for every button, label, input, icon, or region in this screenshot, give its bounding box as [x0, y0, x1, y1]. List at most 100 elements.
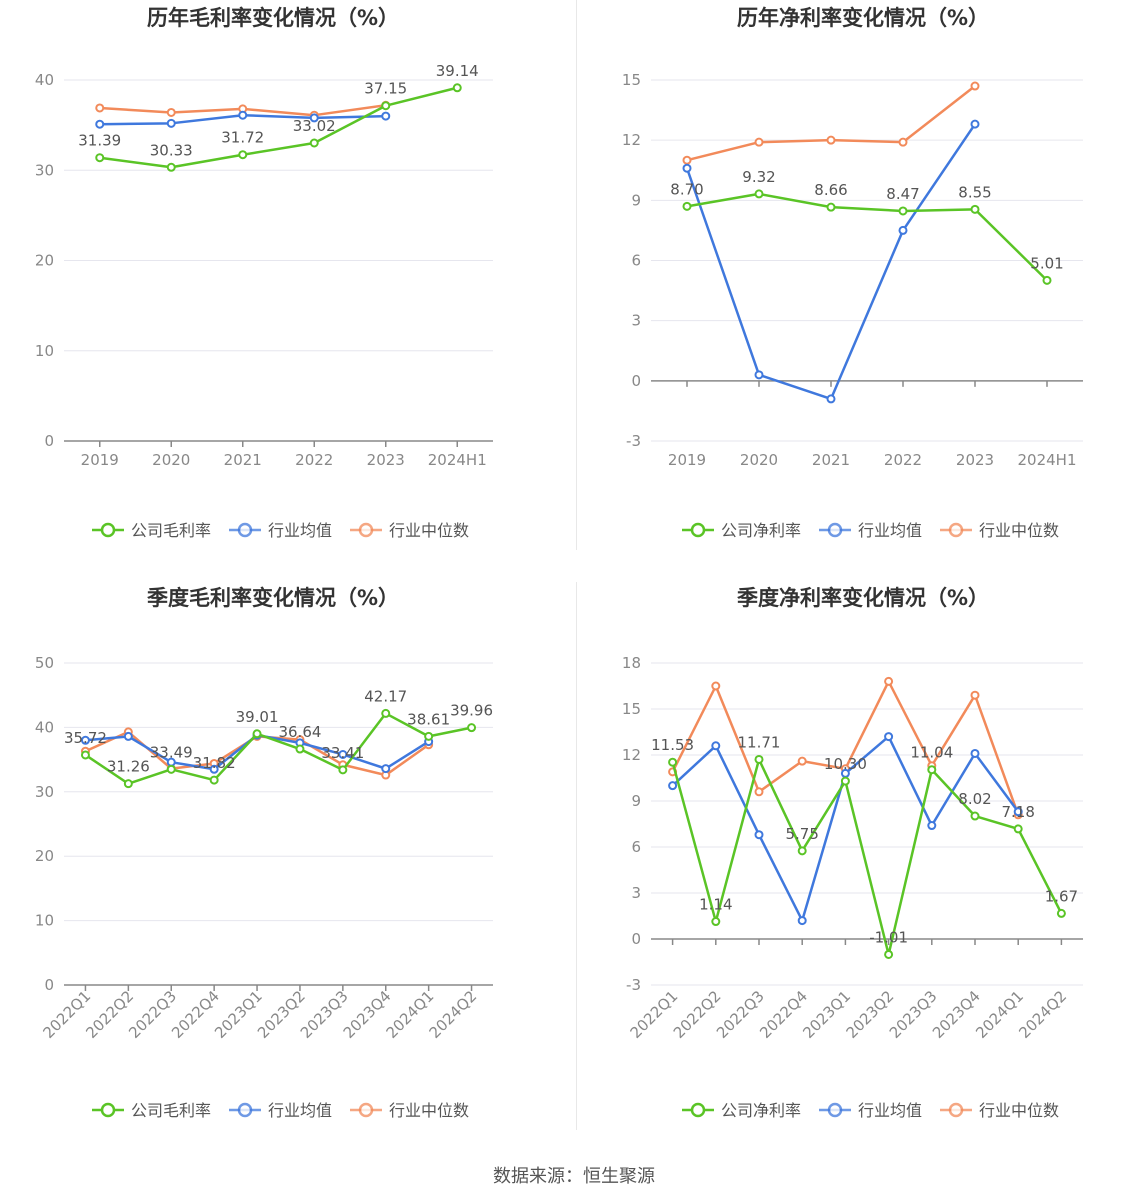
data-point: [754, 754, 764, 764]
y-tick-label: 6: [631, 252, 641, 270]
data-point: [970, 811, 980, 821]
data-point: [381, 111, 391, 121]
series-line: [671, 758, 1063, 956]
source-note: 数据来源：恒生聚源: [493, 1166, 655, 1187]
chart-quarterly-net-margin: 季度净利率变化情况（%） -3 0 3 6 9 12 15 18 2022Q1 2022Q2 2022…: [578, 580, 1148, 1140]
data-point: [381, 764, 391, 774]
data-point: [123, 731, 133, 741]
chart-quarterly-gross-margin: 季度毛利率变化情况（%） 0 10 20 30 40 50 2022Q1 2022Q2 2022Q…: [0, 580, 576, 1140]
legend-label: 公司毛利率: [131, 1101, 211, 1120]
data-point: [1013, 807, 1023, 817]
data-point: [898, 225, 908, 235]
y-tick-label: 15: [622, 71, 641, 89]
legend-item: 行业中位数: [350, 521, 469, 540]
series-line: [685, 123, 977, 401]
x-tick-label: 2019: [668, 451, 706, 469]
data-point: [682, 163, 692, 173]
y-tick-label: 20: [35, 847, 54, 865]
data-point: [1013, 824, 1023, 834]
y-tick-label: 10: [35, 342, 54, 360]
data-point: [309, 113, 319, 123]
data-label: 1.67: [1045, 887, 1078, 905]
legend-item: 行业均值: [229, 1101, 332, 1120]
chart-title: 历年毛利率变化情况（%）: [147, 6, 399, 30]
data-point: [970, 81, 980, 91]
y-tick-label: -3: [626, 432, 641, 450]
data-point: [797, 756, 807, 766]
series-line: [99, 86, 458, 169]
data-point: [238, 150, 248, 160]
legend-marker: [690, 522, 706, 538]
legend-item: 行业中位数: [350, 1101, 469, 1120]
data-point: [682, 155, 692, 165]
data-point: [252, 729, 262, 739]
data-point: [338, 749, 348, 759]
y-tick-label: 18: [622, 654, 641, 672]
legend-label: 公司净利率: [721, 521, 801, 540]
data-point: [95, 103, 105, 113]
data-point: [80, 735, 90, 745]
data-point: [80, 750, 90, 760]
legend-marker: [358, 1102, 374, 1118]
x-tick-label: 2024Q2: [426, 987, 481, 1042]
series-line: [686, 192, 1048, 282]
data-point: [826, 394, 836, 404]
data-point: [797, 846, 807, 856]
data-label: 35.72: [64, 729, 107, 747]
data-label: 11.71: [738, 733, 781, 751]
y-tick-label: 10: [35, 912, 54, 930]
data-point: [338, 765, 348, 775]
data-label: 39.96: [450, 702, 493, 720]
data-label: 33.49: [150, 743, 193, 761]
y-tick-label: 30: [35, 783, 54, 801]
legend-label: 行业中位数: [979, 1101, 1059, 1120]
data-point: [166, 118, 176, 128]
data-point: [166, 107, 176, 117]
legend-label: 行业均值: [858, 1101, 922, 1120]
legend-marker: [237, 1102, 253, 1118]
data-point: [238, 110, 248, 120]
y-tick-label: 0: [44, 976, 54, 994]
y-tick-label: 50: [35, 654, 54, 672]
data-label: 7.18: [1001, 803, 1034, 821]
data-point: [1042, 275, 1052, 285]
annual-net-margin-svg: 历年净利率变化情况（%） -3 0 3 6 9 12 15 2019 2020 2021 2022 20…: [622, 6, 1083, 540]
series-line: [686, 85, 976, 162]
chart-annual-net-margin: 历年净利率变化情况（%） -3 0 3 6 9 12 15 2019 2020 2021 2022 20…: [578, 0, 1148, 560]
legend-marker: [827, 522, 843, 538]
legend-item: 公司净利率: [682, 1101, 801, 1120]
data-label: 33.41: [321, 744, 364, 762]
data-point: [711, 917, 721, 927]
data-label: 31.39: [78, 132, 121, 150]
data-point: [209, 764, 219, 774]
data-point: [970, 119, 980, 129]
x-tick-label: 2020: [740, 451, 778, 469]
data-label: 5.75: [785, 825, 818, 843]
data-point: [381, 708, 391, 718]
data-label: 42.17: [364, 687, 407, 705]
quarterly-net-margin-svg: 季度净利率变化情况（%）-303691215182022Q12022Q22022…: [622, 586, 1083, 1120]
y-tick-label: 30: [35, 161, 54, 179]
legend-item: 公司净利率: [682, 521, 801, 540]
data-label: 37.15: [364, 80, 407, 98]
y-tick-label: 3: [631, 884, 641, 902]
legend-item: 公司毛利率: [92, 521, 211, 540]
chart-title: 季度净利率变化情况（%）: [737, 586, 989, 610]
data-point: [452, 83, 462, 93]
data-point: [711, 681, 721, 691]
x-tick-label: 2021: [812, 451, 850, 469]
chart-title: 历年净利率变化情况（%）: [737, 6, 989, 30]
quarterly-gross-margin-svg: 季度毛利率变化情况（%）010203040502022Q12022Q22022Q…: [35, 586, 493, 1120]
legend-label: 公司净利率: [721, 1101, 801, 1120]
data-point: [711, 741, 721, 751]
data-point: [424, 731, 434, 741]
separator: [576, 582, 577, 1130]
data-label: 11.04: [910, 744, 953, 762]
x-tick-label: 2024H1: [428, 451, 487, 469]
data-label: -1.01: [869, 928, 908, 946]
data-point: [754, 189, 764, 199]
data-point: [668, 781, 678, 791]
x-tick-label: 2019: [81, 451, 119, 469]
x-tick-label: 2023: [367, 451, 405, 469]
data-point: [754, 370, 764, 380]
